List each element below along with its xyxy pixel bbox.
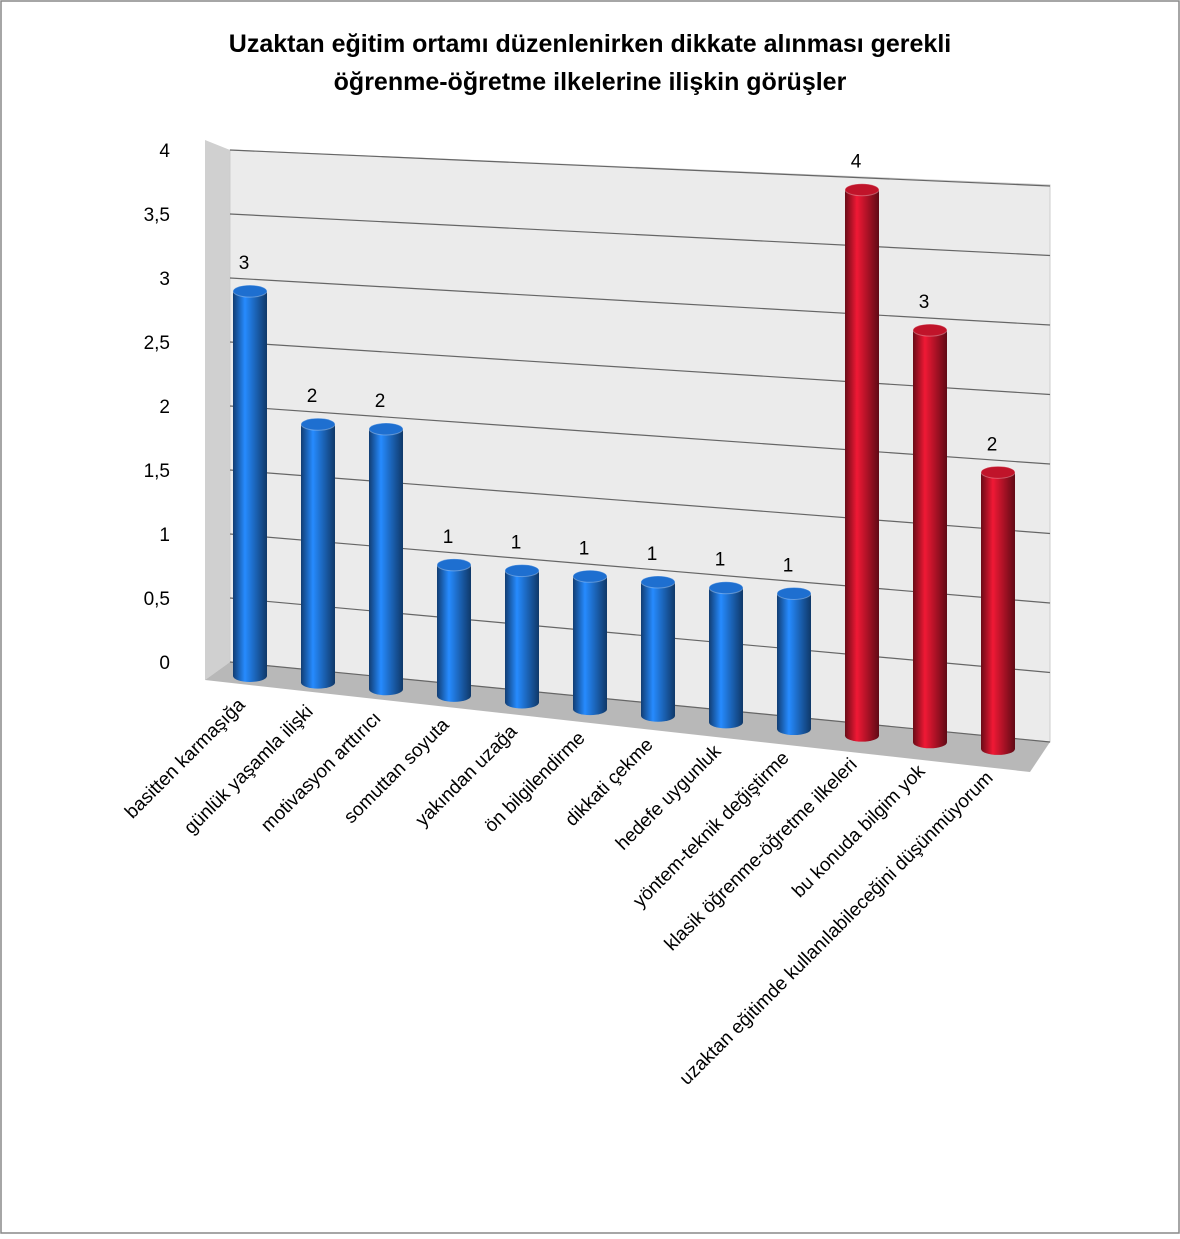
bar bbox=[369, 429, 403, 690]
y-tick-label: 1 bbox=[159, 525, 170, 546]
bar-top bbox=[708, 581, 744, 595]
chart-title: öğrenme-öğretme ilkelerine ilişkin görüş… bbox=[334, 68, 847, 96]
side-wall bbox=[205, 140, 230, 680]
bar bbox=[709, 587, 743, 723]
grid-line bbox=[229, 149, 1051, 187]
grid-line bbox=[229, 277, 1051, 326]
bar bbox=[777, 593, 811, 730]
data-label: 2 bbox=[987, 434, 998, 455]
bar bbox=[981, 472, 1015, 749]
bar bbox=[573, 576, 607, 710]
bar bbox=[233, 291, 267, 676]
data-label: 3 bbox=[239, 253, 250, 274]
data-label: 1 bbox=[443, 527, 454, 548]
y-tick-label: 1,5 bbox=[144, 461, 170, 482]
bar bbox=[641, 582, 675, 716]
data-label: 1 bbox=[579, 538, 590, 559]
data-label: 1 bbox=[511, 533, 522, 554]
bar bbox=[437, 564, 471, 696]
bar-top bbox=[844, 183, 880, 197]
y-tick-label: 3,5 bbox=[144, 205, 170, 226]
y-tick-label: 2,5 bbox=[144, 333, 170, 354]
chart-title: Uzaktan eğitim ortamı düzenlenirken dikk… bbox=[229, 30, 951, 58]
y-tick-label: 3 bbox=[159, 269, 170, 290]
bar bbox=[913, 330, 947, 743]
data-label: 1 bbox=[715, 550, 726, 571]
bar-top bbox=[640, 575, 676, 589]
floor bbox=[205, 662, 1050, 772]
bar-top bbox=[504, 564, 540, 578]
data-label: 2 bbox=[375, 391, 386, 412]
bar-top bbox=[776, 586, 812, 600]
y-tick-label: 0 bbox=[159, 653, 170, 674]
bar-top bbox=[436, 558, 472, 572]
bar bbox=[505, 570, 539, 703]
bar-top bbox=[232, 284, 268, 298]
grid-line bbox=[229, 213, 1051, 257]
data-label: 4 bbox=[851, 152, 862, 173]
bar-top bbox=[912, 323, 948, 337]
bar-top bbox=[300, 417, 336, 431]
bar bbox=[845, 189, 879, 736]
data-label: 1 bbox=[647, 544, 658, 565]
bar-top bbox=[572, 569, 608, 583]
y-tick-label: 2 bbox=[159, 397, 170, 418]
y-tick-label: 0,5 bbox=[144, 589, 170, 610]
bar bbox=[301, 424, 335, 683]
data-label: 3 bbox=[919, 292, 930, 313]
data-label: 1 bbox=[783, 555, 794, 576]
data-label: 2 bbox=[307, 386, 318, 407]
bar-top bbox=[368, 422, 404, 436]
y-tick-label: 4 bbox=[159, 141, 170, 162]
bar-top bbox=[980, 465, 1016, 479]
